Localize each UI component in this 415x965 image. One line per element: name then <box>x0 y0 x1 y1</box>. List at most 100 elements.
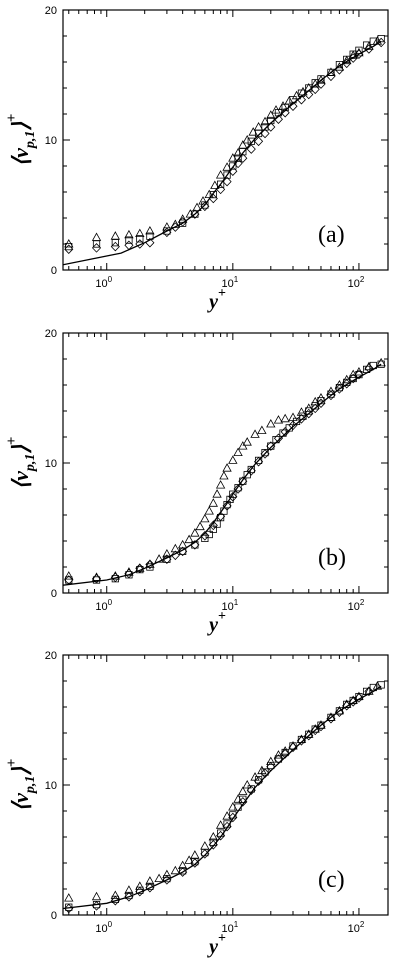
triangle-marker <box>296 407 307 416</box>
triangle-marker <box>260 116 270 126</box>
diamond-marker <box>246 785 256 795</box>
triangle-marker <box>266 110 276 119</box>
square-marker <box>217 180 225 188</box>
diamond-marker <box>316 398 326 408</box>
triangle-marker <box>280 413 290 423</box>
diamond-marker <box>260 449 270 459</box>
triangle-marker <box>215 170 226 179</box>
triangle-marker <box>162 869 172 879</box>
triangle-marker <box>170 865 181 875</box>
triangle-marker <box>162 222 172 231</box>
diamond-marker <box>145 882 155 893</box>
diamond-marker <box>238 797 248 807</box>
x-tick-label: 100 <box>95 598 112 613</box>
triangle-marker <box>316 75 326 84</box>
square-marker <box>191 210 199 218</box>
diamond-marker <box>124 240 134 251</box>
diamond-marker <box>254 136 264 147</box>
square-marker <box>305 407 313 415</box>
diamond-marker <box>280 749 290 759</box>
diamond-marker <box>280 427 290 437</box>
triangle-marker <box>154 554 164 563</box>
diamond-marker <box>216 511 226 522</box>
triangle-marker <box>195 521 205 531</box>
triangle-marker <box>228 455 238 464</box>
triangle-marker <box>364 41 374 50</box>
diamond-marker <box>110 241 120 252</box>
diamond-marker <box>348 697 358 707</box>
triangle-marker <box>170 219 181 228</box>
y-tick-label: 0 <box>51 910 57 922</box>
series-line <box>63 363 382 586</box>
triangle-marker <box>233 794 243 803</box>
square-marker <box>205 530 213 539</box>
diamond-marker <box>288 101 298 111</box>
diamond-marker <box>326 71 336 82</box>
square-marker <box>362 41 371 49</box>
square-marker <box>146 232 154 240</box>
triangle-marker <box>222 162 232 171</box>
diamond-marker <box>254 456 264 467</box>
triangle-marker <box>124 229 134 239</box>
diamond-marker <box>326 390 336 401</box>
triangle-marker <box>177 214 188 223</box>
diamond-marker <box>296 414 306 424</box>
triangle-marker <box>266 756 276 765</box>
triangle-marker <box>222 463 232 472</box>
triangle-marker <box>162 548 172 558</box>
y-axis-label: ⟨vp,1⟩+ <box>4 758 38 811</box>
diamond-marker <box>91 901 102 911</box>
diamond-marker <box>348 373 358 384</box>
square-marker <box>239 477 247 485</box>
diamond-marker <box>376 37 386 48</box>
diamond-marker <box>310 725 320 736</box>
triangle-marker <box>250 429 260 438</box>
triangle-marker <box>110 231 121 240</box>
diamond-marker <box>145 559 155 570</box>
triangle-marker <box>135 563 145 572</box>
square-marker <box>362 687 371 696</box>
diamond-marker <box>64 575 74 585</box>
triangle-marker <box>184 855 194 864</box>
diamond-marker <box>162 227 172 238</box>
y-tick-label: 10 <box>45 780 57 792</box>
triangle-marker <box>110 890 121 899</box>
x-tick-label: 102 <box>348 275 365 290</box>
diamond-marker <box>260 128 270 139</box>
square-marker <box>267 116 275 125</box>
y-tick-label: 10 <box>45 458 57 470</box>
diamond-marker <box>354 49 364 59</box>
triangle-marker <box>91 232 102 241</box>
triangle-marker <box>64 893 74 902</box>
y-tick-label: 20 <box>45 328 57 340</box>
diamond-marker <box>200 531 210 541</box>
triangle-marker <box>215 480 226 489</box>
square-marker <box>92 240 101 248</box>
square-marker <box>223 820 231 828</box>
square-marker <box>191 541 199 549</box>
diamond-marker <box>316 79 326 89</box>
square-marker <box>209 525 217 533</box>
x-tick-label: 102 <box>348 920 365 935</box>
triangle-marker <box>200 513 210 523</box>
square-marker <box>209 190 217 199</box>
square-marker <box>201 534 209 543</box>
diamond-marker <box>273 433 284 444</box>
y-tick-label: 20 <box>45 5 57 17</box>
square-marker <box>377 681 385 689</box>
diamond-marker <box>233 158 243 169</box>
triangle-marker <box>185 209 195 218</box>
x-axis-label: y+ <box>207 609 226 636</box>
diamond-marker <box>228 492 238 502</box>
diamond-marker <box>162 875 172 885</box>
diamond-marker <box>288 742 298 753</box>
triangle-marker <box>208 498 218 507</box>
triangle-marker <box>204 189 214 199</box>
diamond-marker <box>178 217 188 227</box>
diamond-marker <box>296 94 306 105</box>
diamond-marker <box>91 243 102 253</box>
square-marker <box>349 374 357 383</box>
y-tick-label: 0 <box>51 265 57 277</box>
diamond-marker <box>316 721 326 732</box>
